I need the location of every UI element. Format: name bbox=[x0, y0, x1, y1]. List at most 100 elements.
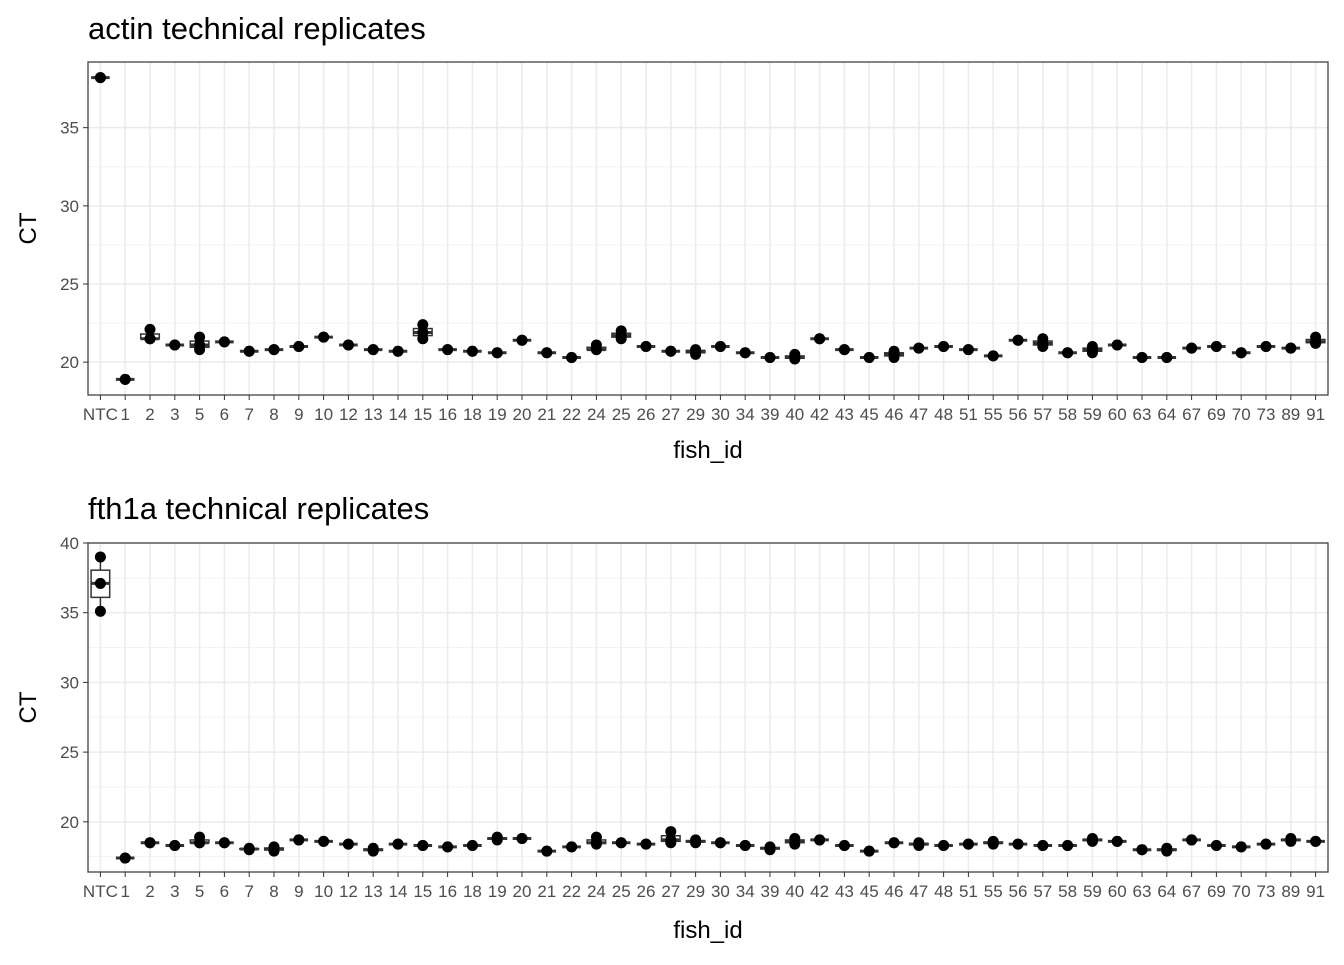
point bbox=[342, 339, 354, 351]
point bbox=[566, 841, 578, 853]
point bbox=[491, 347, 503, 359]
x-tick-label: 12 bbox=[339, 882, 358, 901]
x-tick-label: 7 bbox=[244, 882, 253, 901]
point bbox=[838, 840, 850, 852]
point bbox=[318, 331, 330, 343]
point bbox=[218, 837, 230, 849]
point bbox=[1186, 834, 1198, 846]
point bbox=[590, 339, 602, 351]
chart-title: actin technical replicates bbox=[88, 11, 426, 46]
point bbox=[938, 341, 950, 353]
point bbox=[1062, 840, 1074, 852]
point bbox=[888, 837, 900, 849]
x-tick-label: 13 bbox=[364, 405, 383, 424]
x-tick-label: 24 bbox=[587, 882, 606, 901]
x-tick-label: 6 bbox=[220, 405, 229, 424]
x-tick-label: 42 bbox=[810, 882, 829, 901]
point bbox=[1310, 331, 1322, 343]
x-tick-label: 39 bbox=[761, 405, 780, 424]
point bbox=[1186, 342, 1198, 354]
point bbox=[1285, 833, 1297, 845]
x-tick-label: 46 bbox=[885, 405, 904, 424]
x-tick-label: 70 bbox=[1232, 882, 1251, 901]
x-tick-label: 63 bbox=[1133, 882, 1152, 901]
point bbox=[144, 837, 156, 849]
x-tick-label: 9 bbox=[294, 405, 303, 424]
point bbox=[1161, 351, 1173, 363]
point bbox=[541, 347, 553, 359]
point bbox=[417, 840, 429, 852]
x-tick-label: 70 bbox=[1232, 405, 1251, 424]
x-tick-label: 56 bbox=[1009, 405, 1028, 424]
x-tick-label: 16 bbox=[438, 882, 457, 901]
point bbox=[1285, 342, 1297, 354]
x-tick-label: 47 bbox=[909, 405, 928, 424]
x-tick-label: 42 bbox=[810, 405, 829, 424]
point bbox=[1012, 838, 1024, 850]
x-tick-label: 34 bbox=[736, 405, 755, 424]
x-tick-label: 27 bbox=[661, 405, 680, 424]
y-tick-label: 20 bbox=[60, 353, 79, 372]
x-tick-label: 40 bbox=[785, 882, 804, 901]
x-tick-label: NTC bbox=[83, 405, 118, 424]
x-axis-title: fish_id bbox=[673, 437, 742, 464]
point bbox=[94, 72, 106, 84]
x-tick-label: 59 bbox=[1083, 405, 1102, 424]
point bbox=[888, 345, 900, 357]
point bbox=[1111, 339, 1123, 351]
y-axis-title: CT bbox=[15, 212, 42, 244]
y-tick-label: 20 bbox=[60, 813, 79, 832]
point bbox=[392, 838, 404, 850]
x-tick-label: 47 bbox=[909, 882, 928, 901]
x-tick-label: 16 bbox=[438, 405, 457, 424]
x-tick-label: 59 bbox=[1083, 882, 1102, 901]
point bbox=[714, 837, 726, 849]
y-tick-label: 40 bbox=[60, 534, 79, 553]
point bbox=[367, 344, 379, 356]
point bbox=[814, 333, 826, 345]
point bbox=[987, 350, 999, 362]
x-tick-label: 9 bbox=[294, 882, 303, 901]
point bbox=[119, 852, 131, 864]
point bbox=[94, 577, 106, 589]
x-tick-label: 43 bbox=[835, 882, 854, 901]
point bbox=[764, 841, 776, 853]
point bbox=[913, 837, 925, 849]
point bbox=[690, 344, 702, 356]
x-tick-label: 18 bbox=[463, 405, 482, 424]
point bbox=[318, 835, 330, 847]
x-tick-label: 22 bbox=[562, 405, 581, 424]
point bbox=[938, 840, 950, 852]
point bbox=[1086, 833, 1098, 845]
x-tick-label: 73 bbox=[1257, 405, 1276, 424]
x-tick-label: 13 bbox=[364, 882, 383, 901]
x-tick-label: 5 bbox=[195, 882, 204, 901]
x-tick-label: 69 bbox=[1207, 405, 1226, 424]
x-tick-label: 63 bbox=[1133, 405, 1152, 424]
x-tick-label: 25 bbox=[612, 405, 631, 424]
x-tick-label: 1 bbox=[120, 405, 129, 424]
x-tick-label: 58 bbox=[1058, 882, 1077, 901]
x-tick-label: 22 bbox=[562, 882, 581, 901]
x-tick-label: 19 bbox=[488, 882, 507, 901]
point bbox=[243, 842, 255, 854]
point bbox=[442, 841, 454, 853]
x-tick-label: 21 bbox=[537, 405, 556, 424]
point bbox=[987, 835, 999, 847]
point bbox=[640, 838, 652, 850]
x-tick-label: 2 bbox=[145, 882, 154, 901]
point bbox=[541, 845, 553, 857]
x-tick-label: 26 bbox=[637, 882, 656, 901]
x-tick-label: 30 bbox=[711, 405, 730, 424]
point bbox=[342, 838, 354, 850]
point bbox=[814, 834, 826, 846]
point bbox=[169, 339, 181, 351]
point bbox=[962, 344, 974, 356]
point bbox=[94, 551, 106, 563]
point bbox=[640, 341, 652, 353]
point bbox=[1136, 351, 1148, 363]
x-tick-label: 51 bbox=[959, 882, 978, 901]
x-tick-label: 89 bbox=[1281, 405, 1300, 424]
point bbox=[1012, 334, 1024, 346]
x-tick-label: 3 bbox=[170, 882, 179, 901]
